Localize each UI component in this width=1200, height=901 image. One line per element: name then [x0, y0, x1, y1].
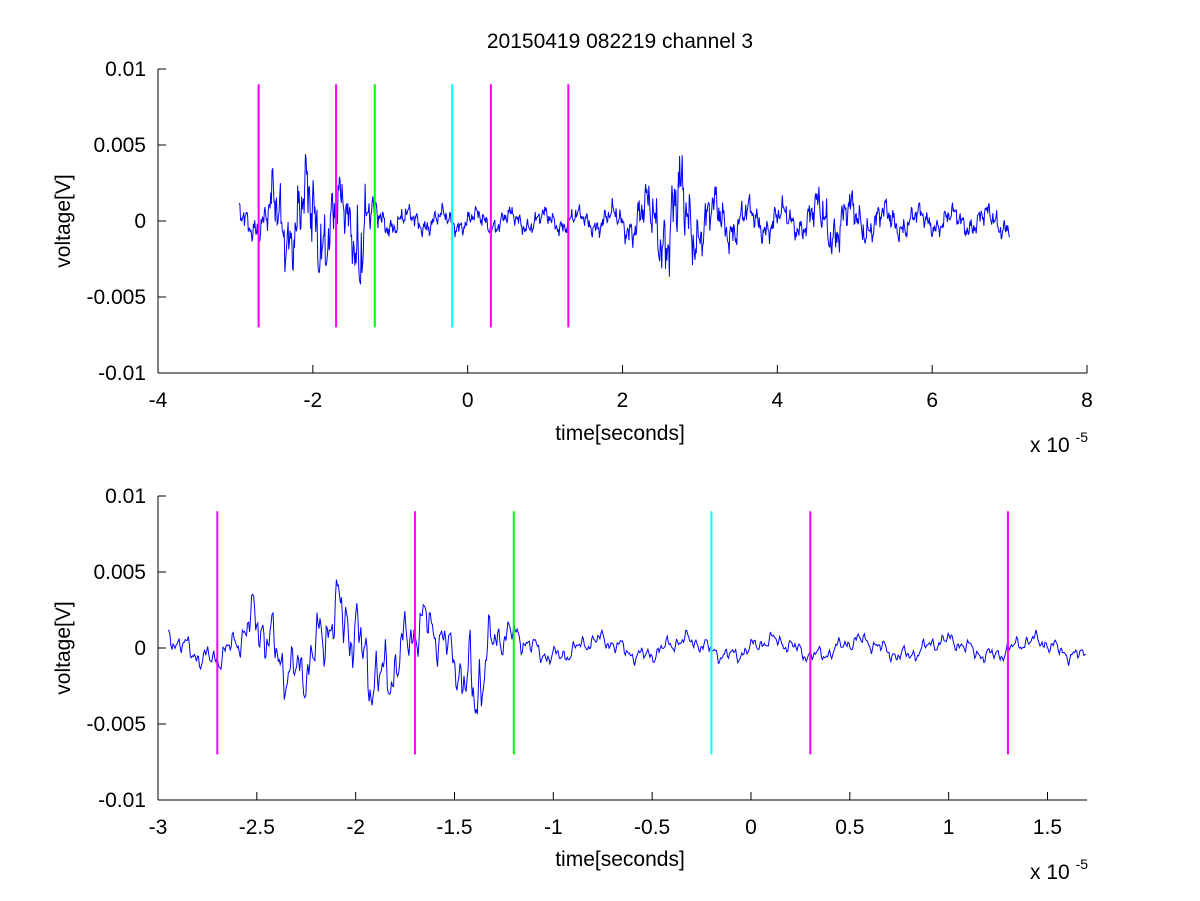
bottom-plot-y-tick-label: 0: [134, 637, 146, 660]
top-plot-x-tick-label: 0: [462, 389, 474, 412]
bottom-plot-x-tick-label: -2.5: [239, 816, 275, 839]
top-plot-series-0: [238, 154, 1011, 285]
bottom-plot-x-multiplier-base: x 10: [1030, 861, 1070, 884]
bottom-plot-x-tick-label: -2: [346, 816, 365, 839]
top-plot-traces: [238, 154, 1011, 285]
top-plot: -4 -2 0 2 4 6 8 -0.01 -0.005 0 0.005 0.01 time[seco…: [52, 58, 1093, 457]
bottom-plot-y-tick-label: -0.005: [86, 713, 146, 736]
top-plot-y-tick-label: 0.005: [93, 134, 146, 157]
bottom-plot-x-tick-label: 1: [943, 816, 955, 839]
top-plot-y-axis-label: voltage[V]: [52, 174, 75, 267]
bottom-plot-axes: [157, 496, 1087, 801]
top-plot-x-tick-label: -2: [303, 389, 322, 412]
bottom-plot-x-multiplier: x 10 -5: [1030, 856, 1088, 884]
bottom-plot-y-axis-label: voltage[V]: [52, 601, 75, 694]
bottom-plot-ticks: -3 -2.5 -2 -1.5 -1 -0.5 0 0.5 1 1.5 -0.01 -0.005 0 0.…: [86, 485, 1062, 839]
top-plot-y-tick-label: -0.01: [98, 362, 146, 385]
top-plot-markers: [257, 84, 570, 328]
top-plot-x-tick-label: 2: [617, 389, 629, 412]
top-plot-x-multiplier-exponent: -5: [1076, 429, 1089, 445]
top-plot-ticks: -4 -2 0 2 4 6 8 -0.01 -0.005 0 0.005 0.01: [86, 58, 1092, 412]
bottom-plot-y-tick-label: -0.01: [98, 789, 146, 812]
bottom-plot-x-tick-label: 0.5: [835, 816, 864, 839]
top-plot-x-axis-label: time[seconds]: [555, 422, 685, 445]
bottom-plot-x-multiplier-exponent: -5: [1076, 856, 1089, 872]
bottom-plot-x-tick-label: -1: [544, 816, 563, 839]
bottom-plot-traces: [167, 579, 1087, 715]
bottom-plot-x-tick-label: 1.5: [1033, 816, 1062, 839]
bottom-plot-x-axis-label: time[seconds]: [555, 848, 685, 871]
bottom-plot-markers: [216, 511, 1009, 755]
bottom-plot-x-tick-label: -3: [149, 816, 168, 839]
bottom-plot: -3 -2.5 -2 -1.5 -1 -0.5 0 0.5 1 1.5 -0.01 -0.005 0 0.…: [52, 485, 1088, 884]
bottom-plot-x-tick-label: -1.5: [436, 816, 472, 839]
top-plot-y-tick-label: -0.005: [86, 286, 146, 309]
top-plot-x-tick-label: 4: [771, 389, 783, 412]
top-plot-x-tick-label: 6: [926, 389, 938, 412]
bottom-plot-x-tick-label: -0.5: [634, 816, 670, 839]
bottom-plot-series-0: [167, 579, 1087, 715]
figure-title: 20150419 082219 channel 3: [487, 30, 753, 53]
top-plot-y-tick-label: 0.01: [105, 58, 146, 81]
top-plot-x-multiplier-base: x 10: [1030, 434, 1070, 457]
top-plot-x-tick-label: 8: [1081, 389, 1093, 412]
bottom-plot-y-tick-label: 0.005: [93, 561, 146, 584]
bottom-plot-x-tick-label: 0: [745, 816, 757, 839]
top-plot-y-tick-label: 0: [134, 210, 146, 233]
bottom-plot-y-tick-label: 0.01: [105, 485, 146, 508]
top-plot-x-tick-label: -4: [149, 389, 168, 412]
top-plot-x-multiplier: x 10 -5: [1030, 429, 1088, 457]
